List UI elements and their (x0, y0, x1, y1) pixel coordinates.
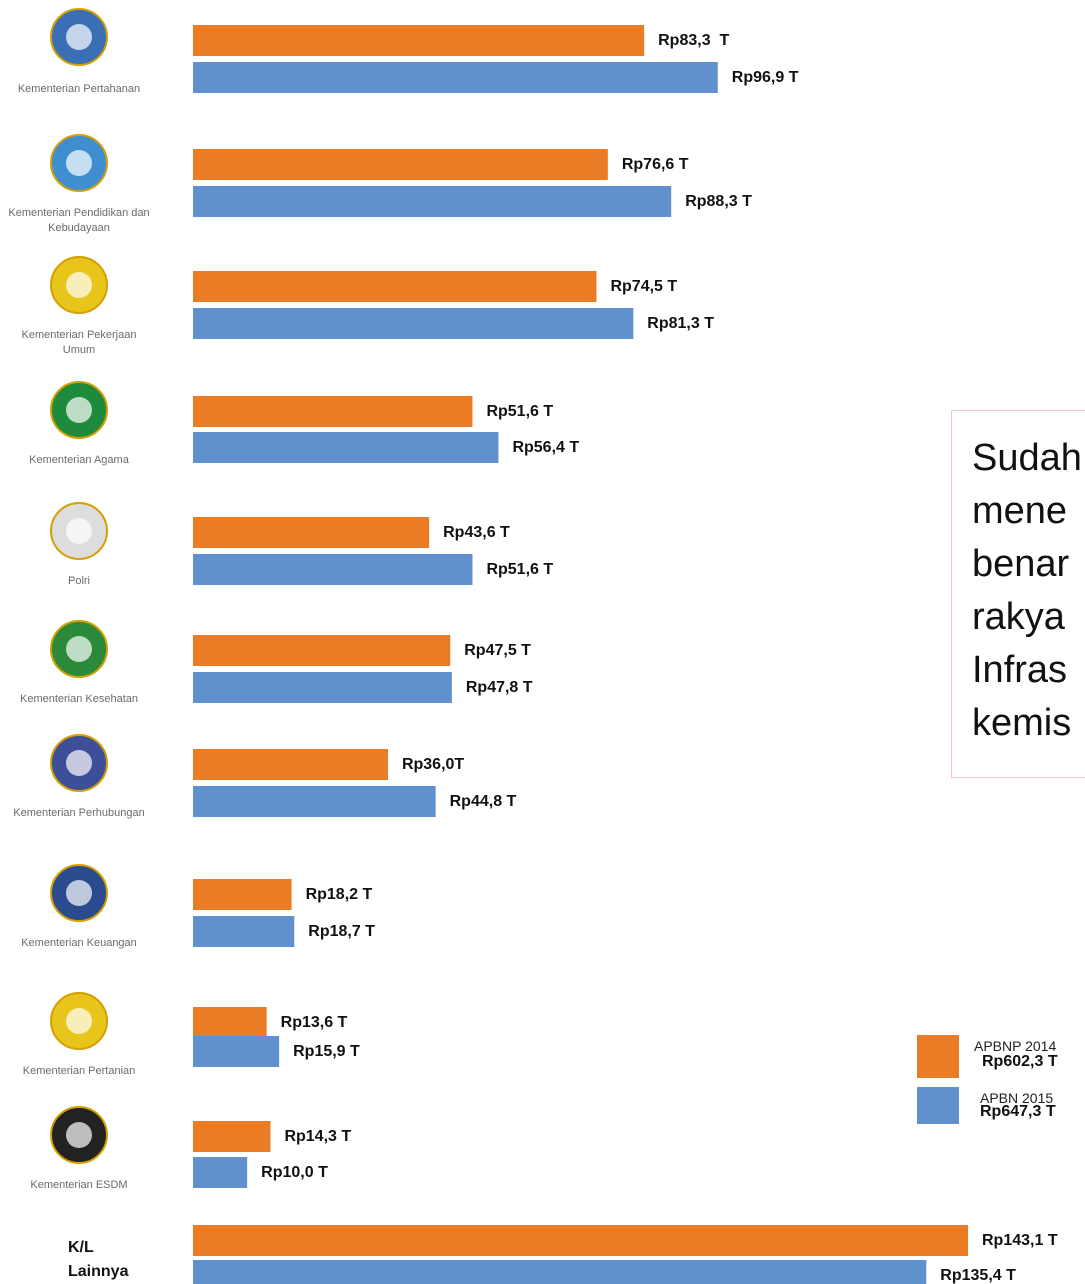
logo-inner (66, 24, 92, 50)
category-label: Kementerian Perhubungan (13, 807, 145, 819)
logo-inner (66, 150, 92, 176)
value-label: Rp135,4 T (940, 1266, 1016, 1284)
value-label: Rp83,3 T (658, 31, 730, 49)
legend-label: APBNP 2014 (974, 1038, 1057, 1054)
bar (193, 1157, 248, 1188)
category-label: Kementerian Kesehatan (19, 693, 139, 705)
logo-inner (66, 518, 92, 544)
bar (193, 1225, 968, 1256)
category-label: Kementerian Pekerjaan Umum (21, 329, 137, 356)
value-label: Rp10,0 T (261, 1163, 328, 1181)
value-label: Rp14,3 T (284, 1127, 352, 1145)
logo-inner (66, 750, 92, 776)
value-label: Rp74,5 T (610, 277, 678, 295)
bar (193, 62, 718, 93)
bar (193, 271, 597, 302)
bar (193, 396, 473, 427)
logo-inner (66, 1122, 92, 1148)
category-label: Kementerian Pertanian (22, 1065, 136, 1077)
value-label: Rp18,2 T (305, 885, 373, 903)
annotation-line: kemis (972, 702, 1072, 744)
category-label: K/L Lainnya (68, 1239, 129, 1280)
bar (193, 1260, 927, 1284)
value-label: Rp51,6 T (486, 560, 554, 578)
logo-inner (66, 880, 92, 906)
bar (193, 517, 430, 548)
legend-swatch (917, 1087, 959, 1124)
value-label: Rp96,9 T (731, 68, 799, 86)
annotation-line: mene (972, 490, 1068, 532)
legend-label: APBN 2015 (980, 1090, 1054, 1106)
bar (193, 1121, 271, 1152)
logo-inner (66, 272, 92, 298)
annotation-line: benar (972, 543, 1070, 585)
category-label: Polri (67, 575, 90, 587)
legend-swatch (917, 1035, 959, 1078)
logo-inner (66, 636, 92, 662)
annotation-line: Sudah (972, 437, 1082, 479)
legend-total: Rp647,3 T (980, 1103, 1056, 1120)
bar (193, 749, 388, 780)
value-label: Rp81,3 T (647, 314, 714, 332)
bar (193, 879, 292, 910)
value-label: Rp88,3 T (685, 192, 752, 210)
bar (193, 1007, 267, 1038)
legend-total: Rp602,3 T (982, 1053, 1058, 1070)
value-label: Rp51,6 T (486, 402, 554, 420)
value-label: Rp47,8 T (465, 678, 533, 696)
category-label: Kementerian Agama (29, 454, 129, 466)
value-label: Rp76,6 T (621, 155, 689, 173)
bar (193, 786, 436, 817)
logo-inner (66, 397, 92, 423)
bar (193, 916, 295, 947)
note-box (951, 410, 1085, 778)
category-label: Kementerian Keuangan (21, 937, 137, 949)
logo-inner (66, 1008, 92, 1034)
bar (193, 635, 451, 666)
value-label: Rp18,7 T (308, 922, 375, 940)
bar (193, 1036, 280, 1067)
bar (193, 25, 645, 56)
value-label: Rp15,9 T (293, 1042, 360, 1060)
bar (193, 554, 473, 585)
bar (193, 672, 452, 703)
value-label: Rp43,6 T (443, 523, 510, 541)
bar (193, 432, 499, 463)
bar (193, 186, 672, 217)
bar (193, 308, 634, 339)
value-label: Rp44,8 T (449, 792, 517, 810)
value-label: Rp143,1 T (982, 1231, 1058, 1249)
value-label: Rp13,6 T (280, 1013, 348, 1031)
category-label: Kementerian ESDM (30, 1179, 128, 1191)
value-label: Rp36,0T (401, 755, 465, 773)
annotation-line: Infras (972, 649, 1068, 691)
annotation-line: rakya (972, 596, 1065, 638)
category-label: Kementerian Pertahanan (17, 83, 141, 95)
category-label: Kementerian Pendidikan dan Kebudayaan (8, 207, 150, 234)
value-label: Rp56,4 T (512, 438, 580, 456)
value-label: Rp47,5 T (464, 641, 531, 659)
bar (193, 149, 608, 180)
